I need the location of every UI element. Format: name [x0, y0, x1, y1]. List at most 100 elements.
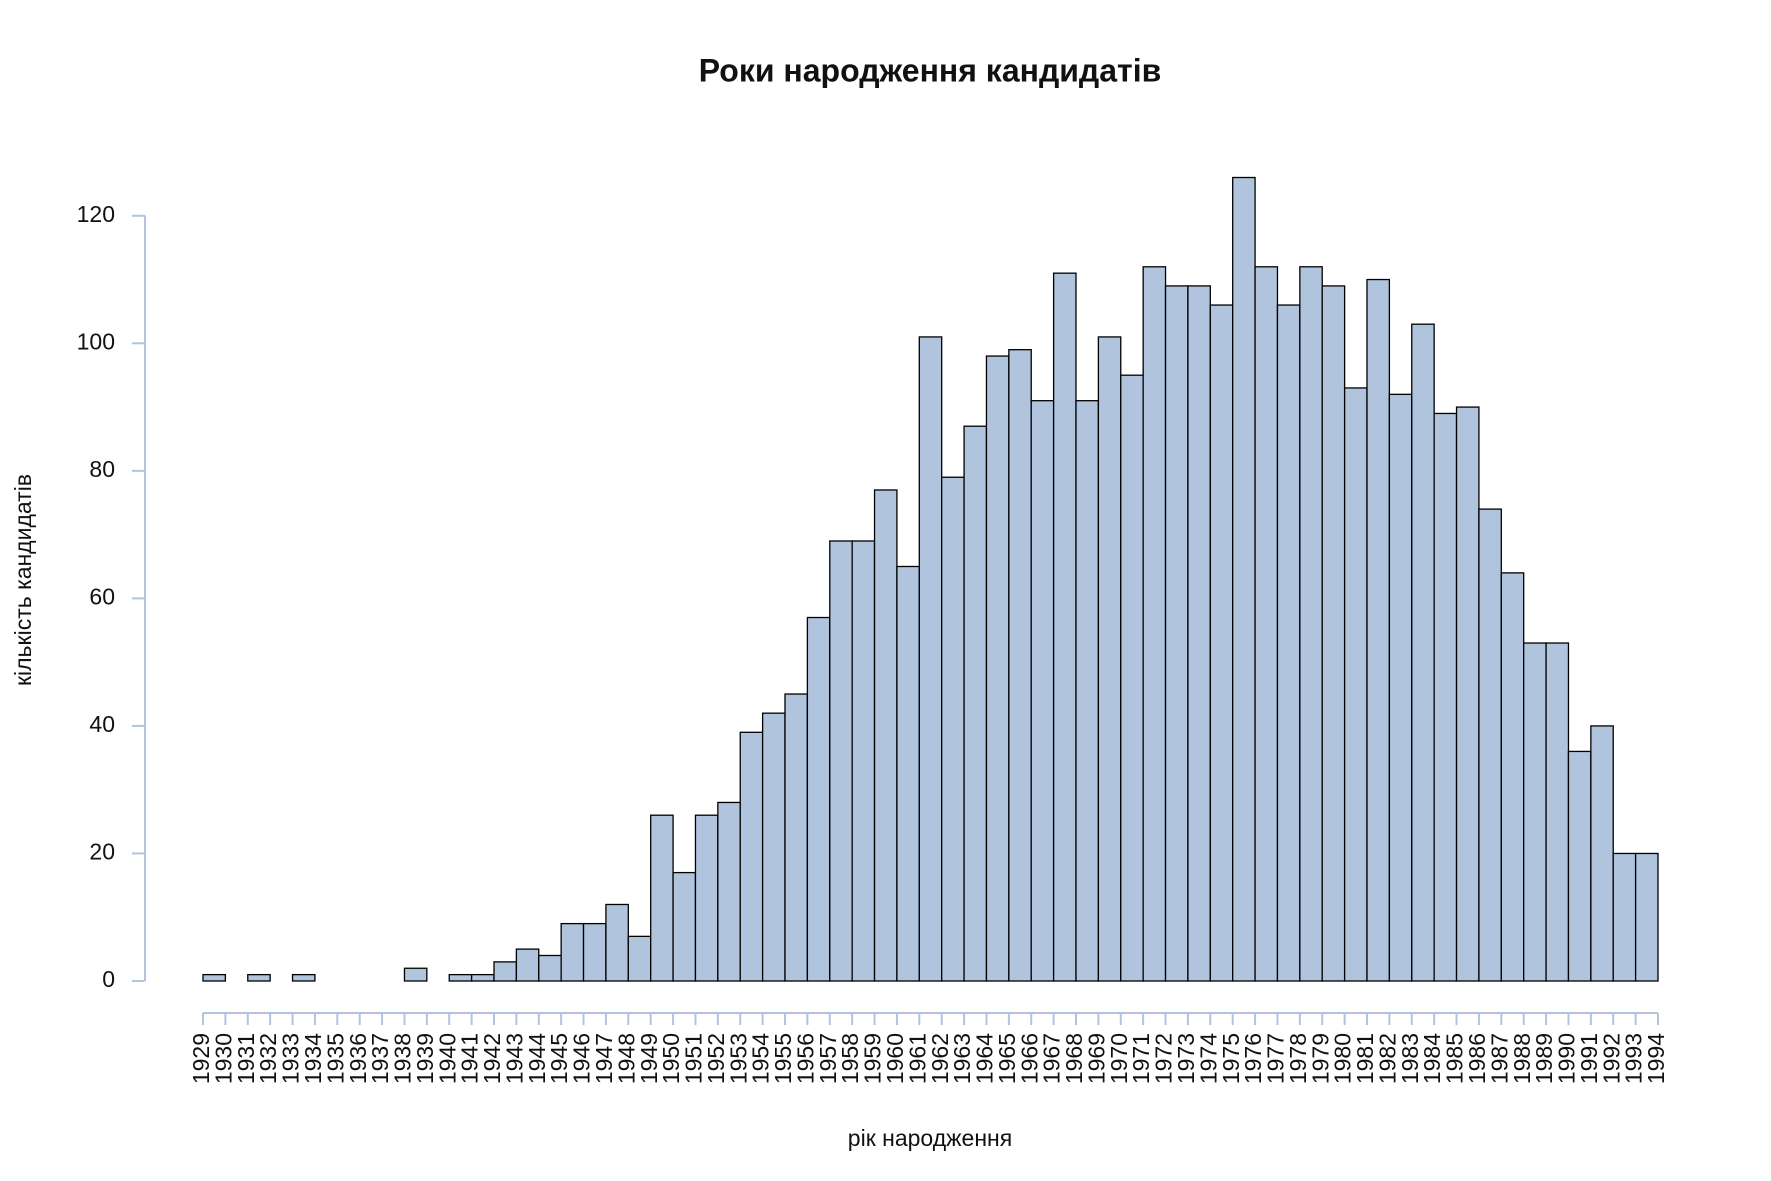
bar [1097, 336, 1122, 982]
x-tick-label: 1932 [255, 1033, 281, 1084]
x-tick-label: 1972 [1151, 1033, 1177, 1084]
x-tick-label: 1959 [860, 1033, 886, 1084]
bar [1590, 725, 1614, 982]
bar [1075, 400, 1100, 982]
bar [851, 540, 876, 982]
x-tick-label: 1969 [1083, 1033, 1109, 1084]
x-tick-label: 1980 [1330, 1033, 1356, 1084]
bar [1500, 572, 1525, 982]
bar [538, 954, 562, 982]
y-tick-label: 100 [77, 328, 115, 354]
bar [605, 903, 629, 982]
x-tick-label: 1936 [345, 1033, 371, 1084]
x-tick-label: 1962 [927, 1033, 953, 1084]
bar [582, 922, 607, 982]
bar [448, 973, 473, 982]
x-tick-label: 1983 [1397, 1033, 1423, 1084]
x-tick-label: 1946 [569, 1033, 595, 1084]
bar [291, 973, 316, 982]
bar [896, 565, 920, 982]
bar [1187, 285, 1211, 982]
y-tick-label: 80 [89, 456, 115, 482]
bar [560, 922, 585, 982]
x-tick-label: 1943 [501, 1033, 527, 1084]
x-tick-label: 1971 [1128, 1033, 1154, 1084]
bar [918, 336, 943, 982]
x-axis-label: рік народження [848, 1125, 1012, 1151]
bar [941, 476, 965, 982]
x-tick-label: 1951 [681, 1033, 707, 1084]
x-tick-label: 1989 [1531, 1033, 1557, 1084]
x-tick-label: 1963 [949, 1033, 975, 1084]
bar [1567, 750, 1592, 982]
bar [1478, 508, 1502, 982]
x-tick-label: 1938 [390, 1033, 416, 1084]
x-tick-label: 1975 [1218, 1033, 1244, 1084]
x-tick-label: 1991 [1576, 1033, 1602, 1084]
bar [985, 355, 1010, 982]
bar [493, 961, 518, 982]
bar [694, 814, 719, 982]
x-tick-label: 1958 [837, 1033, 863, 1084]
x-tick-label: 1940 [434, 1033, 460, 1084]
x-tick-label: 1931 [233, 1033, 259, 1084]
bar [1343, 387, 1368, 982]
x-tick-label: 1994 [1643, 1033, 1669, 1084]
x-tick-label: 1984 [1419, 1033, 1445, 1084]
bar [1455, 406, 1480, 982]
x-tick-label: 1954 [748, 1033, 774, 1084]
x-tick-label: 1978 [1285, 1033, 1311, 1084]
y-tick-label: 40 [89, 711, 115, 737]
bar [1254, 266, 1279, 982]
y-tick-label: 20 [89, 839, 115, 865]
x-tick-label: 1945 [546, 1033, 572, 1084]
x-tick-label: 1934 [300, 1033, 326, 1084]
x-tick-label: 1950 [658, 1033, 684, 1084]
bar [1120, 374, 1144, 982]
bar [515, 948, 540, 982]
x-tick-label: 1985 [1442, 1033, 1468, 1084]
x-tick-label: 1961 [904, 1033, 930, 1084]
bar [1411, 323, 1435, 982]
x-tick-label: 1987 [1486, 1033, 1512, 1084]
bar [1299, 266, 1323, 982]
x-tick-label: 1935 [322, 1033, 348, 1084]
x-tick-label: 1966 [1016, 1033, 1042, 1084]
x-tick-label: 1970 [1106, 1033, 1132, 1084]
bar [627, 935, 652, 982]
bar [1164, 285, 1189, 982]
bar [784, 693, 809, 982]
bar [739, 731, 764, 982]
bar [829, 540, 853, 982]
x-tick-label: 1986 [1464, 1033, 1490, 1084]
x-tick-label: 1929 [188, 1033, 214, 1084]
bar [1634, 852, 1659, 982]
x-tick-label: 1988 [1509, 1033, 1535, 1084]
bar [1276, 304, 1301, 982]
bar [1142, 266, 1167, 982]
x-tick-label: 1956 [792, 1033, 818, 1084]
x-tick-label: 1948 [613, 1033, 639, 1084]
x-tick-label: 1960 [882, 1033, 908, 1084]
bar [761, 712, 786, 982]
bar [963, 425, 988, 982]
x-tick-label: 1953 [725, 1033, 751, 1084]
bar [1366, 278, 1391, 982]
x-tick-label: 1944 [524, 1033, 550, 1084]
y-tick-label: 120 [77, 201, 115, 227]
x-tick-label: 1939 [412, 1033, 438, 1084]
x-tick-label: 1955 [770, 1033, 796, 1084]
x-tick-label: 1974 [1195, 1033, 1221, 1084]
x-tick-label: 1982 [1374, 1033, 1400, 1084]
x-tick-label: 1947 [591, 1033, 617, 1084]
bar [202, 973, 227, 982]
x-tick-label: 1977 [1263, 1033, 1289, 1084]
bar [1052, 272, 1077, 982]
x-tick-label: 1993 [1621, 1033, 1647, 1084]
bar [403, 967, 428, 982]
bar [1008, 349, 1032, 982]
x-tick-label: 1957 [815, 1033, 841, 1084]
x-tick-label: 1965 [994, 1033, 1020, 1084]
